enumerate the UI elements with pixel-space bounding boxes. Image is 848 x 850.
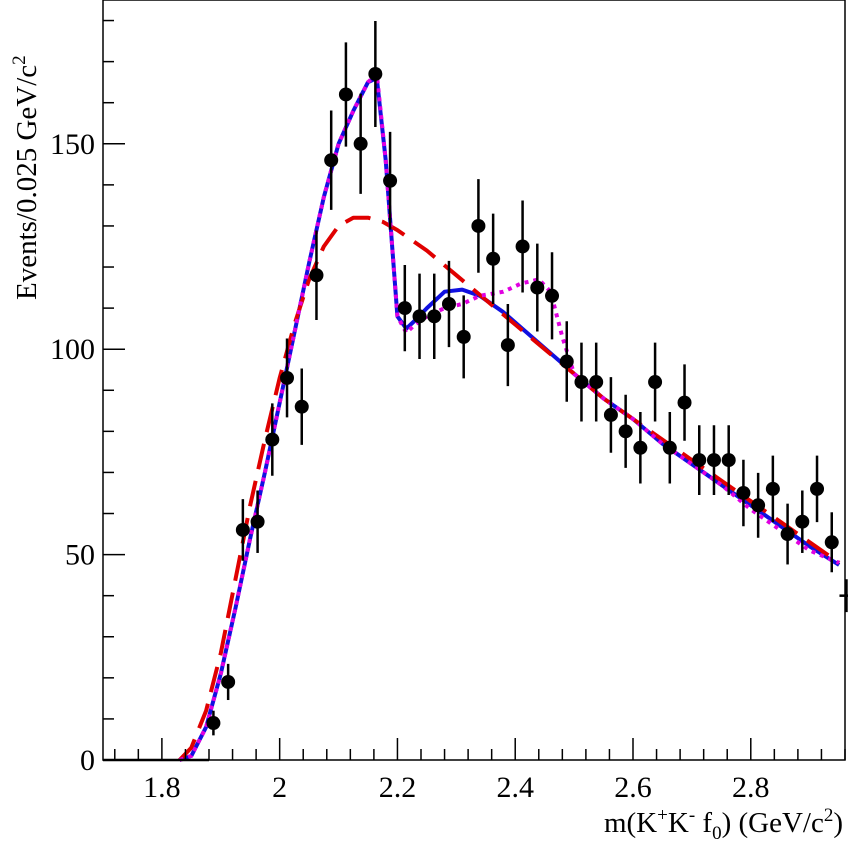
data-point	[751, 498, 766, 513]
x-axis-title-mid: K	[668, 807, 689, 839]
x-tick-label: 2.2	[379, 771, 417, 804]
data-point	[574, 375, 589, 390]
y-tick-label: 0	[80, 744, 95, 777]
data-point	[486, 251, 501, 266]
data-point	[677, 395, 692, 410]
data-point	[368, 66, 383, 81]
data-point	[603, 407, 618, 422]
x-tick-label: 2.8	[732, 771, 770, 804]
y-axis-title-main: Events/0.025 GeV/c	[11, 65, 43, 300]
data-point	[618, 424, 633, 439]
fit-curve-dashed	[178, 215, 841, 762]
y-tick-label: 100	[50, 333, 95, 366]
data-point	[559, 354, 574, 369]
x-tick-label: 2	[272, 771, 287, 804]
data-point	[280, 370, 295, 385]
data-points	[206, 20, 848, 736]
data-point	[235, 522, 250, 537]
data-point	[265, 432, 280, 447]
x-axis: 1.8 2 2.2 2.4 2.6 2.8	[114, 738, 846, 804]
data-point	[309, 268, 324, 283]
y-axis-title: Events/0.025 GeV/c2	[9, 55, 43, 300]
data-point	[294, 399, 309, 414]
data-point	[530, 280, 545, 295]
data-point	[500, 338, 515, 353]
x-axis-title-end: )	[833, 807, 843, 839]
data-point	[721, 453, 736, 468]
data-point	[250, 514, 265, 529]
data-point	[648, 375, 663, 390]
y-axis-title-sup: 2	[9, 55, 30, 65]
data-point	[412, 309, 427, 324]
data-point	[427, 309, 442, 324]
x-axis-title-sub: 0	[712, 823, 722, 844]
plot-frame	[102, 0, 846, 761]
fit-curve-solid	[178, 76, 841, 762]
data-point	[765, 481, 780, 496]
x-tick-label: 2.6	[614, 771, 652, 804]
data-point	[515, 239, 530, 254]
fit-curves	[103, 71, 841, 762]
data-point	[338, 87, 353, 102]
x-tick-label: 2.4	[496, 771, 534, 804]
y-axis: 0 50 100 150	[50, 19, 125, 777]
x-tick-label: 1.8	[143, 771, 181, 804]
x-axis-title-suffix: ) (GeV/c	[722, 807, 824, 839]
x-axis-title-prefix: m(K	[604, 807, 657, 839]
data-point	[633, 440, 648, 455]
data-point	[780, 527, 795, 542]
data-point	[471, 218, 486, 233]
data-point	[397, 301, 412, 316]
data-point	[324, 153, 339, 168]
fit-curve-dotted	[178, 71, 840, 762]
data-point	[441, 297, 456, 311]
data-point	[383, 173, 398, 188]
data-point	[692, 453, 707, 468]
data-point	[795, 514, 810, 529]
x-axis-title-sup2: -	[689, 805, 695, 826]
x-axis-title-f: f	[695, 807, 712, 839]
data-point	[736, 485, 751, 500]
y-tick-label: 150	[50, 128, 95, 161]
y-tick-label: 50	[65, 539, 95, 572]
x-axis-title-sup1: +	[657, 805, 668, 826]
data-point	[589, 375, 604, 390]
data-point	[662, 440, 677, 455]
data-point	[206, 716, 221, 731]
data-point	[353, 136, 368, 151]
data-point	[456, 329, 471, 344]
data-point	[810, 481, 825, 496]
x-axis-title: m(K+K- f0) (GeV/c2)	[604, 805, 843, 844]
data-point	[706, 453, 721, 468]
data-point	[221, 674, 236, 689]
data-point	[545, 288, 560, 303]
data-point	[824, 535, 839, 550]
x-axis-title-sup3: 2	[824, 805, 834, 826]
